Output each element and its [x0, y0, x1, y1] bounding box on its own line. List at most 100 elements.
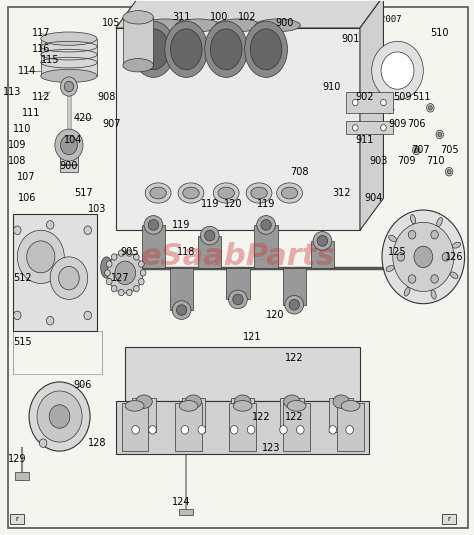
Text: eSaabParts: eSaabParts — [141, 242, 335, 271]
Ellipse shape — [123, 11, 154, 24]
Ellipse shape — [145, 183, 171, 203]
Text: 122: 122 — [285, 353, 303, 363]
Text: 710: 710 — [426, 156, 444, 166]
Bar — [123, 17, 154, 65]
Text: 902: 902 — [356, 92, 374, 102]
Circle shape — [105, 270, 110, 276]
Circle shape — [106, 261, 112, 268]
Text: 104: 104 — [64, 135, 83, 145]
Text: 706: 706 — [407, 119, 426, 129]
Text: 119: 119 — [173, 220, 191, 230]
Circle shape — [134, 254, 139, 260]
Text: 115: 115 — [41, 55, 59, 65]
Circle shape — [46, 220, 54, 229]
Text: 116: 116 — [32, 44, 50, 54]
Circle shape — [353, 125, 358, 131]
Ellipse shape — [277, 183, 302, 203]
Circle shape — [39, 439, 47, 447]
Text: 908: 908 — [97, 92, 116, 102]
Text: 905: 905 — [121, 247, 139, 257]
Bar — [116, 401, 369, 454]
Polygon shape — [142, 225, 165, 268]
Circle shape — [61, 77, 77, 96]
Text: 124: 124 — [173, 496, 191, 507]
Ellipse shape — [282, 187, 298, 199]
Ellipse shape — [341, 401, 360, 411]
Ellipse shape — [172, 301, 191, 319]
Ellipse shape — [250, 29, 282, 70]
Ellipse shape — [136, 395, 152, 408]
Circle shape — [382, 210, 465, 304]
Bar — [442, 515, 456, 524]
Circle shape — [412, 146, 420, 155]
Circle shape — [134, 286, 139, 292]
Ellipse shape — [410, 215, 416, 224]
Text: 100: 100 — [210, 12, 228, 22]
Circle shape — [37, 391, 82, 442]
Text: 119: 119 — [201, 198, 219, 209]
Circle shape — [431, 231, 438, 239]
Text: 109: 109 — [8, 140, 27, 150]
Circle shape — [442, 253, 450, 261]
Circle shape — [138, 261, 144, 268]
Text: 909: 909 — [388, 119, 407, 129]
Ellipse shape — [404, 287, 410, 296]
Ellipse shape — [183, 187, 199, 199]
Text: 114: 114 — [18, 66, 36, 75]
Text: TS00-401  01/19/2007: TS00-401 01/19/2007 — [294, 14, 402, 24]
Bar — [116, 28, 360, 230]
Ellipse shape — [257, 216, 275, 234]
Ellipse shape — [150, 187, 166, 199]
Text: 903: 903 — [370, 156, 388, 166]
Circle shape — [27, 241, 55, 273]
Text: 907: 907 — [102, 119, 120, 129]
Ellipse shape — [213, 183, 239, 203]
Circle shape — [111, 286, 117, 292]
Text: 111: 111 — [22, 108, 41, 118]
Ellipse shape — [144, 216, 163, 234]
Circle shape — [115, 261, 136, 285]
Text: 510: 510 — [430, 28, 449, 39]
Circle shape — [329, 425, 337, 434]
Text: 125: 125 — [388, 247, 407, 257]
Polygon shape — [255, 225, 278, 268]
Polygon shape — [116, 0, 383, 28]
Bar — [283, 403, 310, 451]
Text: 110: 110 — [13, 124, 31, 134]
Circle shape — [49, 405, 70, 428]
Text: 517: 517 — [74, 188, 92, 198]
Text: 512: 512 — [13, 273, 31, 283]
Text: 906: 906 — [74, 380, 92, 389]
Text: 106: 106 — [18, 193, 36, 203]
Ellipse shape — [132, 21, 175, 78]
Ellipse shape — [261, 219, 271, 230]
Text: 108: 108 — [8, 156, 27, 166]
Bar — [121, 403, 148, 451]
Ellipse shape — [41, 69, 97, 82]
Circle shape — [381, 52, 414, 89]
Ellipse shape — [210, 29, 242, 70]
Text: 707: 707 — [411, 146, 430, 155]
Bar — [280, 398, 304, 432]
Circle shape — [427, 104, 434, 112]
Circle shape — [55, 129, 83, 161]
Text: 705: 705 — [440, 146, 458, 155]
Ellipse shape — [165, 21, 208, 78]
Bar — [41, 39, 97, 76]
Ellipse shape — [233, 294, 243, 305]
Text: 105: 105 — [102, 18, 120, 28]
Circle shape — [29, 382, 90, 451]
Circle shape — [446, 167, 453, 176]
Ellipse shape — [218, 187, 235, 199]
Ellipse shape — [123, 59, 154, 72]
Bar — [13, 331, 102, 374]
Circle shape — [280, 425, 287, 434]
Ellipse shape — [431, 290, 436, 299]
Text: 901: 901 — [341, 34, 360, 44]
Text: 120: 120 — [266, 310, 285, 320]
Ellipse shape — [137, 29, 169, 70]
Text: 113: 113 — [3, 87, 22, 97]
Text: 127: 127 — [111, 273, 130, 283]
Circle shape — [14, 226, 21, 234]
Ellipse shape — [176, 305, 187, 316]
